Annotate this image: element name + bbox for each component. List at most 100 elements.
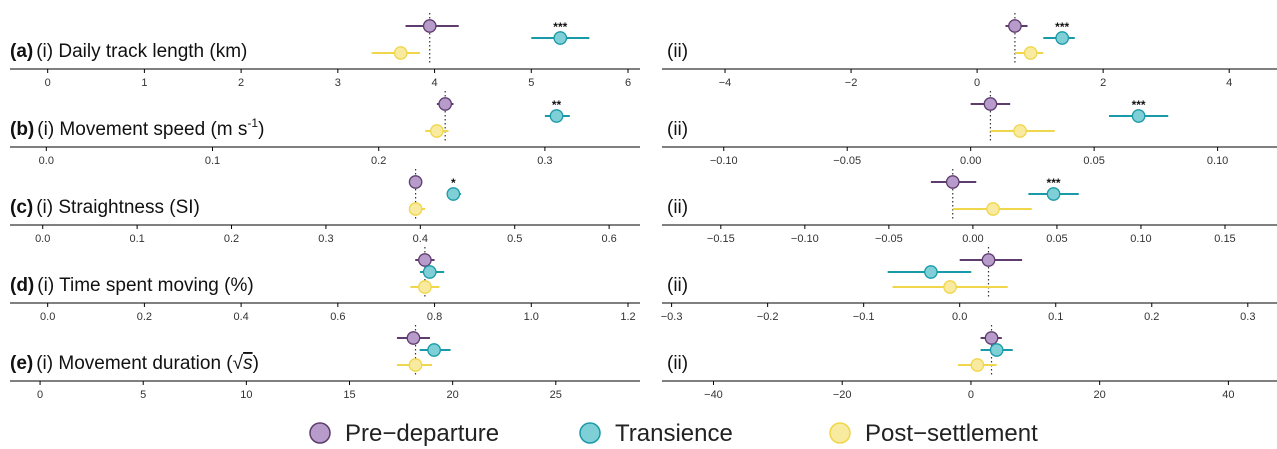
left-point-post bbox=[408, 358, 423, 372]
left-tick-label: 0.1 bbox=[129, 233, 144, 245]
right-point-post bbox=[970, 358, 985, 372]
right-tick-label: 0.05 bbox=[1083, 155, 1104, 167]
right-tick-label: 0.3 bbox=[1240, 311, 1255, 323]
left-tick-label: 0 bbox=[37, 389, 43, 401]
title-suffix: ) bbox=[258, 119, 264, 140]
legend-swatch-post bbox=[829, 422, 851, 444]
left-point-post bbox=[408, 202, 423, 216]
right-tick-label: 40 bbox=[1222, 389, 1234, 401]
panel-title-text: (i) Movement speed (m s bbox=[37, 119, 247, 140]
left-tick-label: 0.2 bbox=[224, 233, 239, 245]
left-significance-trans: * bbox=[451, 176, 456, 190]
right-point-pre bbox=[983, 97, 998, 111]
right-tick-label: −0.3 bbox=[661, 311, 683, 323]
left-point-pre bbox=[408, 175, 423, 189]
left-tick-label: 4 bbox=[431, 77, 437, 89]
panel-e: 0 5 10 15 20 25 −40 −20 0 20 40 (e) (i) Movement dur… bbox=[10, 325, 1277, 401]
panel-title-text: (i) Straightness (SI) bbox=[36, 197, 200, 218]
left-tick-label: 5 bbox=[140, 389, 146, 401]
left-point-trans bbox=[553, 31, 568, 45]
panel-letter: (d) bbox=[10, 275, 34, 296]
panel-ii-label: (ii) bbox=[667, 119, 688, 140]
panel-ii-label: (ii) bbox=[667, 197, 688, 218]
right-tick-label: −0.2 bbox=[757, 311, 779, 323]
panel-letter: (a) bbox=[10, 41, 33, 62]
right-tick-label: 2 bbox=[1100, 77, 1106, 89]
left-point-trans bbox=[549, 109, 564, 123]
left-tick-label: 0.4 bbox=[413, 233, 428, 245]
left-significance-trans: *** bbox=[553, 20, 567, 34]
left-tick-label: 15 bbox=[343, 389, 355, 401]
legend-label-pre: Pre−departure bbox=[345, 420, 499, 447]
left-tick-label: 20 bbox=[447, 389, 459, 401]
panel-title: (b) (i) Movement speed (m s-1) bbox=[10, 116, 264, 140]
left-tick-label: 2 bbox=[238, 77, 244, 89]
left-tick-label: 0.0 bbox=[40, 311, 55, 323]
right-tick-label: −40 bbox=[704, 389, 723, 401]
right-tick-label: −0.10 bbox=[710, 155, 738, 167]
right-tick-label: 20 bbox=[1094, 389, 1106, 401]
right-tick-label: −4 bbox=[719, 77, 732, 89]
left-tick-label: 3 bbox=[335, 77, 341, 89]
right-significance-trans: *** bbox=[1047, 176, 1061, 190]
right-point-post bbox=[986, 202, 1000, 216]
right-point-post bbox=[943, 280, 957, 294]
sqrt-s: s bbox=[243, 353, 253, 374]
right-tick-label: 0.1 bbox=[1048, 311, 1063, 323]
right-tick-label: −0.05 bbox=[833, 155, 861, 167]
panel-c: 0.0 0.1 0.2 0.3 0.4 0.5 0.6 −0.15 −0.10 −0.05 0.00… bbox=[10, 169, 1277, 245]
right-tick-label: −2 bbox=[845, 77, 858, 89]
panel-letter: (c) bbox=[10, 197, 33, 218]
legend-swatch-trans bbox=[579, 422, 601, 444]
left-significance-trans: ** bbox=[552, 98, 562, 112]
right-tick-label: 0.10 bbox=[1130, 233, 1151, 245]
right-point-pre bbox=[1008, 19, 1022, 33]
panel-title: (e) (i) Movement duration (√s) bbox=[10, 353, 259, 374]
left-tick-label: 0.0 bbox=[35, 233, 50, 245]
left-point-pre bbox=[422, 19, 437, 33]
legend: Pre−departure Transience Post−settlement bbox=[309, 420, 1038, 447]
right-point-trans bbox=[989, 343, 1004, 357]
right-tick-label: −0.10 bbox=[791, 233, 819, 245]
right-point-trans bbox=[924, 265, 938, 279]
right-point-pre bbox=[945, 175, 960, 189]
panel-letter: (e) bbox=[10, 353, 33, 374]
panel-ii-label: (ii) bbox=[667, 41, 688, 62]
right-tick-label: 0.00 bbox=[962, 233, 983, 245]
left-point-post bbox=[430, 124, 444, 138]
left-tick-label: 25 bbox=[550, 389, 562, 401]
right-tick-label: 0.2 bbox=[1144, 311, 1159, 323]
panel-title: (a) (i) Daily track length (km) bbox=[10, 41, 247, 62]
right-tick-label: 0.10 bbox=[1207, 155, 1228, 167]
left-point-pre bbox=[438, 97, 453, 111]
panel-d: 0.0 0.2 0.4 0.6 0.8 1.0 1.2 −0.3 −0.2 −0.1 0.0 0.1 0… bbox=[10, 247, 1277, 323]
left-point-post bbox=[418, 280, 432, 294]
right-significance-trans: *** bbox=[1132, 98, 1146, 112]
left-tick-label: 0.0 bbox=[39, 155, 54, 167]
panel-letter: (b) bbox=[10, 119, 34, 140]
panel-title-text: (i) Daily track length (km) bbox=[36, 41, 247, 62]
right-tick-label: 0.00 bbox=[960, 155, 981, 167]
title-superscript: -1 bbox=[247, 116, 258, 130]
panel-title: (d) (i) Time spent moving (%) bbox=[10, 275, 254, 296]
right-tick-label: 0.05 bbox=[1046, 233, 1067, 245]
right-point-trans bbox=[1131, 109, 1146, 123]
right-point-pre bbox=[981, 253, 996, 267]
left-tick-label: 0.2 bbox=[137, 311, 152, 323]
left-tick-label: 0.2 bbox=[371, 155, 386, 167]
left-tick-label: 0.1 bbox=[205, 155, 220, 167]
left-tick-label: 1 bbox=[141, 77, 147, 89]
panel-title-text: (i) Time spent moving (%) bbox=[37, 275, 253, 296]
right-tick-label: −20 bbox=[833, 389, 852, 401]
right-point-post bbox=[1013, 124, 1027, 138]
right-significance-trans: *** bbox=[1055, 20, 1069, 34]
right-tick-label: 0 bbox=[968, 389, 974, 401]
left-tick-label: 0.5 bbox=[507, 233, 522, 245]
legend-swatch-pre bbox=[309, 422, 331, 444]
left-point-trans bbox=[422, 265, 437, 279]
left-point-pre bbox=[418, 253, 432, 267]
panel-b: 0.0 0.1 0.2 0.3 −0.10 −0.05 0.00 0.05 0.10 (b) (i)… bbox=[10, 91, 1277, 167]
left-point-trans bbox=[446, 187, 461, 201]
left-tick-label: 6 bbox=[625, 77, 631, 89]
